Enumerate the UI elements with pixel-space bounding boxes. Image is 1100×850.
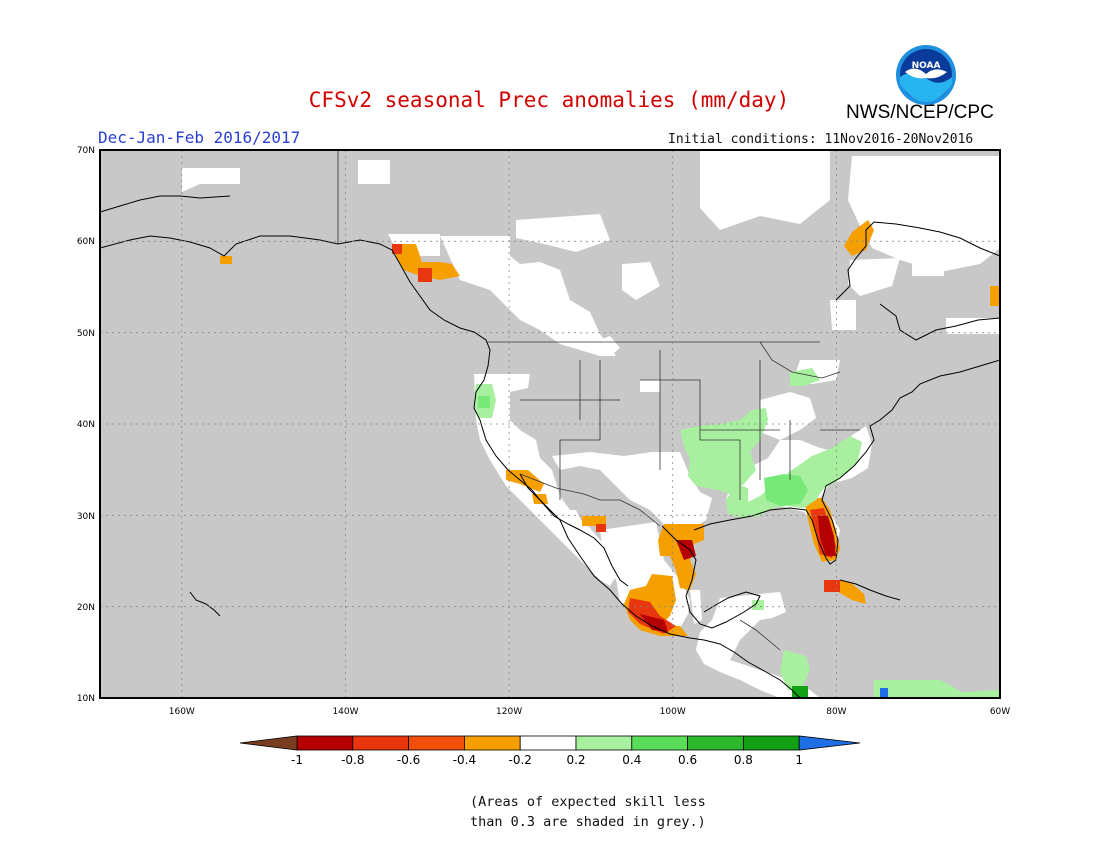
lon-label: 160W — [169, 707, 195, 717]
colorbar-label: -0.2 — [508, 753, 531, 767]
lat-label: 50N — [77, 329, 95, 339]
lat-axis-labels: 70N 60N 50N 40N 30N 20N 10N — [77, 146, 95, 704]
lat-label: 30N — [77, 512, 95, 522]
wet-anomaly-areas — [474, 368, 1000, 698]
lon-axis-labels: 160W 140W 120W 100W 80W 60W — [169, 707, 1011, 717]
colorbar-label: 1 — [795, 753, 803, 767]
logo-text: NOAA — [912, 61, 941, 71]
lon-label: 100W — [660, 707, 686, 717]
colorbar-segment — [631, 735, 688, 751]
colorbar-segment — [575, 735, 633, 751]
lon-label: 140W — [332, 707, 358, 717]
colorbar-segment — [463, 735, 521, 751]
colorbar-segments — [296, 735, 800, 751]
colorbar-label: 0.2 — [566, 753, 585, 767]
colorbar-label: -1 — [291, 753, 303, 767]
lat-label: 60N — [77, 237, 95, 247]
lat-label: 40N — [77, 420, 95, 430]
precip-anomaly-field — [182, 150, 1000, 698]
colorbar-segment — [408, 735, 465, 751]
colorbar-segment — [743, 735, 800, 751]
political-borders — [337, 150, 860, 651]
colorbar-left-arrow — [239, 735, 298, 751]
lat-label: 10N — [77, 694, 95, 704]
lon-label: 80W — [826, 707, 846, 717]
map-coastlines — [100, 195, 1000, 698]
colorbar-segment — [519, 735, 577, 751]
colorbar-segment — [352, 735, 409, 751]
lon-label: 60W — [990, 707, 1010, 717]
initial-conditions-label: Initial conditions: 11Nov2016-20Nov2016 — [668, 132, 974, 147]
neutral-anomaly-areas — [182, 150, 1000, 698]
colorbar-right-arrow — [798, 735, 861, 751]
colorbar-labels: -1 -0.8 -0.6 -0.4 -0.2 0.2 0.4 0.6 0.8 1 — [291, 753, 803, 767]
map-frame — [99, 149, 1001, 699]
lat-label: 20N — [77, 603, 95, 613]
colorbar-label: 0.8 — [734, 753, 753, 767]
agency-label: NWS/NCEP/CPC — [846, 102, 994, 123]
lat-label: 70N — [77, 146, 95, 156]
skill-note-line: than 0.3 are shaded in grey.) — [470, 814, 706, 830]
noaa-logo-icon: NOAA — [896, 45, 956, 105]
skill-note: (Areas of expected skill less than 0.3 a… — [470, 792, 706, 832]
colorbar-segment — [296, 735, 354, 751]
chart-title: CFSv2 seasonal Prec anomalies (mm/day) — [308, 88, 790, 112]
colorbar-label: 0.6 — [678, 753, 697, 767]
colorbar-label: -0.6 — [397, 753, 420, 767]
dry-anomaly-areas — [220, 220, 1000, 636]
colorbar-segment — [687, 735, 744, 751]
skill-note-line: (Areas of expected skill less — [470, 794, 706, 810]
colorbar-label: -0.8 — [341, 753, 364, 767]
colorbar-label: 0.4 — [622, 753, 641, 767]
season-label: Dec-Jan-Feb 2016/2017 — [98, 128, 301, 147]
grid-lines — [100, 150, 1000, 698]
lon-label: 120W — [496, 707, 522, 717]
colorbar-label: -0.4 — [453, 753, 476, 767]
